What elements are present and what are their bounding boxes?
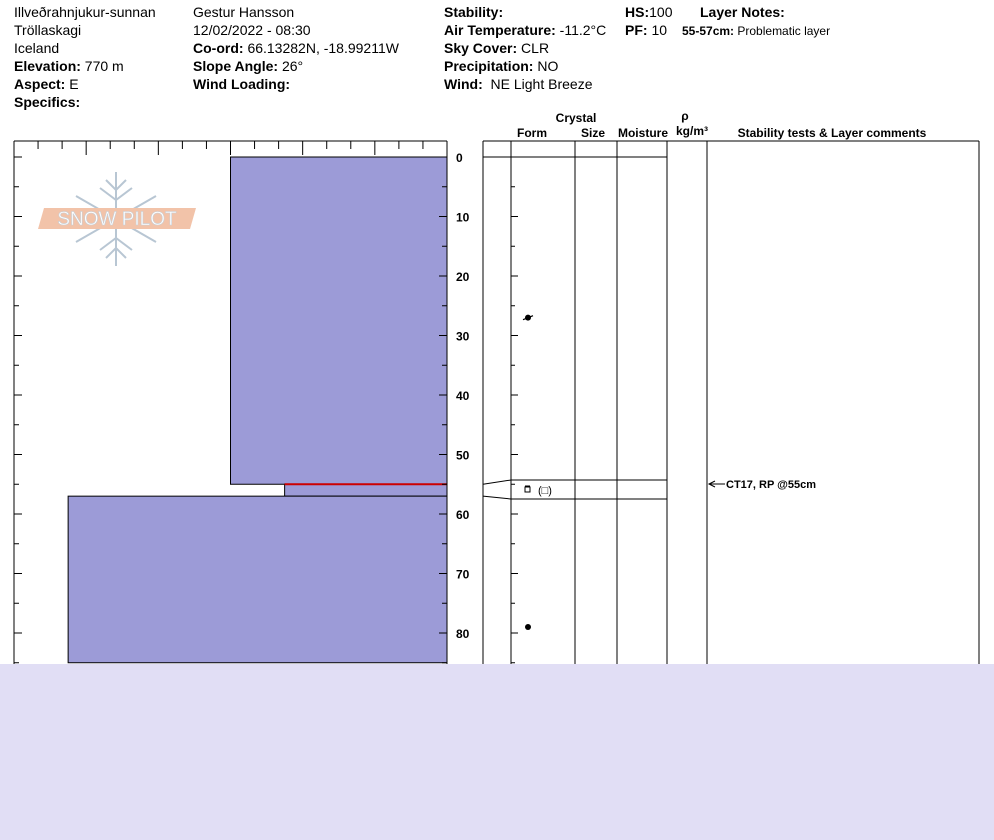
depth-label: 70 (456, 568, 470, 582)
layer-note: 55-57cm: Problematic layer (682, 24, 831, 38)
depth-label: 40 (456, 389, 470, 403)
air-temperature: Air Temperature: -11.2°C (444, 22, 607, 38)
region-name: Tröllaskagi (14, 22, 82, 38)
elevation: Elevation: 770 m (14, 58, 124, 74)
depth-label: 50 (456, 449, 470, 463)
wind: Wind: NE Light Breeze (444, 76, 593, 92)
stability-arrow-head (707, 480, 716, 488)
stability: Stability: (444, 4, 504, 20)
profile-table: (□) CT17, RP @55cm (482, 140, 980, 664)
depth-label: 80 (456, 627, 470, 641)
header-size: Size (581, 126, 605, 140)
layer-notes-title: Layer Notes: (700, 4, 785, 20)
header-crystal: Crystal (556, 111, 597, 125)
slope-angle: Slope Angle: 26° (193, 58, 304, 74)
stability-test-label: CT17, RP @55cm (726, 479, 816, 491)
location-name: Illveðrahnjukur-sunnan (14, 4, 156, 20)
aspect: Aspect: E (14, 76, 79, 92)
country-name: Iceland (14, 40, 60, 56)
foot-penetration: PF: 10 (625, 22, 668, 38)
decomposing-particles-slash (522, 315, 534, 321)
wind-loading: Wind Loading: (193, 76, 291, 92)
snow-height: HS:100 (625, 4, 673, 20)
layer-boundary-1 (482, 479, 667, 485)
observer-name: Gestur Hansson (193, 4, 295, 20)
logo-text: SNOW PILOT (57, 209, 177, 230)
faceted-rounded-icon (524, 486, 531, 493)
hardness-layer-0 (230, 156, 448, 485)
header-moisture: Moisture (618, 126, 668, 140)
depth-label: 60 (456, 508, 470, 522)
precipitation: Precipitation: NO (444, 58, 559, 74)
hardness-layer-2 (67, 495, 448, 664)
hardness-plot: 0 10 20 30 40 50 60 70 80 (13, 140, 470, 664)
hardness-layer-1 (284, 483, 448, 497)
header-rho: ρ (681, 109, 688, 123)
coordinates: Co-ord: 66.13282N, -18.99211W (193, 40, 399, 56)
observation-datetime: 12/02/2022 - 08:30 (193, 22, 311, 38)
depth-label: 30 (456, 330, 470, 344)
header-stability-tests: Stability tests & Layer comments (738, 126, 927, 140)
depth-label: 10 (456, 211, 470, 225)
depth-label: 0 (456, 151, 463, 165)
header-density: kg/m³ (676, 124, 708, 138)
sky-cover: Sky Cover: CLR (444, 40, 550, 56)
rounded-grains-icon (525, 624, 531, 631)
specifics: Specifics: (14, 94, 81, 110)
layer-boundary-2 (482, 495, 667, 500)
depth-label: 20 (456, 270, 470, 284)
secondary-form-label: (□) (538, 485, 552, 497)
header-form: Form (517, 126, 547, 140)
logo-banner (38, 208, 196, 229)
bottom-band (0, 664, 994, 840)
snowpilot-logo: SNOW PILOT (38, 172, 196, 266)
